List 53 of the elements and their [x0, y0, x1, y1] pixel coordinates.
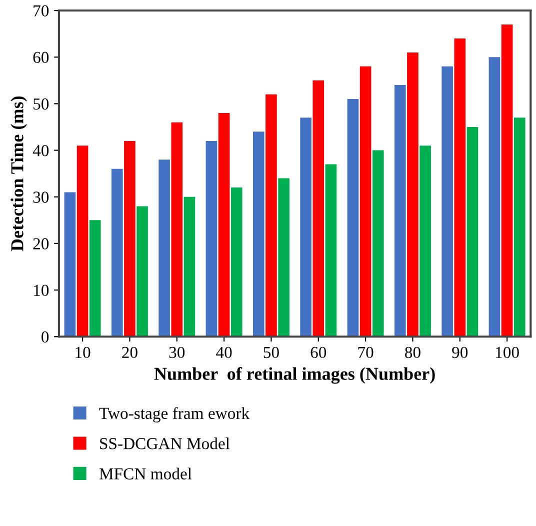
x-tick-label: 80: [405, 346, 420, 358]
x-tick-label: 30: [169, 346, 185, 358]
bar: [252, 132, 264, 337]
bar: [136, 206, 148, 337]
x-tick-label: 100: [496, 346, 519, 358]
x-tick-label: 60: [310, 346, 326, 358]
bar: [266, 94, 277, 337]
x-tick-label: 10: [76, 346, 90, 358]
bar: [372, 150, 384, 337]
bar: [89, 220, 101, 337]
y-axis-title: Detection Time (ms): [10, 96, 28, 252]
y-tick-label: 70: [34, 5, 49, 16]
bar: [124, 140, 136, 337]
bar: [171, 122, 183, 337]
x-tick-label: 20: [122, 346, 138, 358]
bar: [64, 192, 76, 337]
y-tick-label: 40: [32, 144, 49, 156]
bar: [300, 118, 312, 337]
bar: [407, 52, 418, 337]
bar: [278, 178, 290, 337]
y-tick-label: 10: [34, 284, 49, 296]
bar: [514, 118, 526, 337]
legend-label: Two-stage fram ework: [99, 407, 250, 422]
bar: [184, 196, 196, 337]
y-tick-label: 60: [33, 52, 49, 64]
y-tick-label: 0: [42, 331, 49, 343]
bar: [158, 160, 170, 337]
bar: [230, 188, 242, 337]
legend-label: SS-DCGAN Model: [100, 438, 230, 450]
bar: [454, 38, 466, 337]
bar: [501, 24, 513, 337]
x-tick-label: 40: [216, 346, 232, 358]
bar: [394, 85, 406, 337]
y-tick-label: 30: [33, 192, 49, 203]
bar: [218, 113, 230, 337]
x-tick-label: 90: [452, 346, 468, 358]
x-tick-label: 50: [264, 346, 279, 358]
y-tick-label: 50: [34, 98, 49, 110]
bar: [206, 140, 218, 337]
bar: [325, 164, 337, 337]
legend-label: MFCN model: [99, 468, 192, 480]
y-tick-label: 20: [33, 238, 49, 250]
bar: [347, 99, 359, 337]
x-axis-title: Number of retinal images (Number): [154, 367, 435, 384]
bar: [466, 126, 478, 337]
bar: [76, 146, 88, 337]
bar: [420, 146, 431, 337]
bar: [111, 168, 123, 337]
x-tick-label: 70: [358, 346, 374, 358]
bar: [488, 57, 500, 337]
bar: [442, 66, 453, 337]
bar: [312, 80, 324, 337]
bar: [360, 66, 372, 337]
